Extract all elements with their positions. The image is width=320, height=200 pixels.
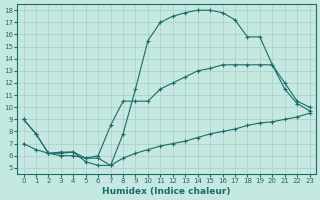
X-axis label: Humidex (Indice chaleur): Humidex (Indice chaleur) bbox=[102, 187, 231, 196]
